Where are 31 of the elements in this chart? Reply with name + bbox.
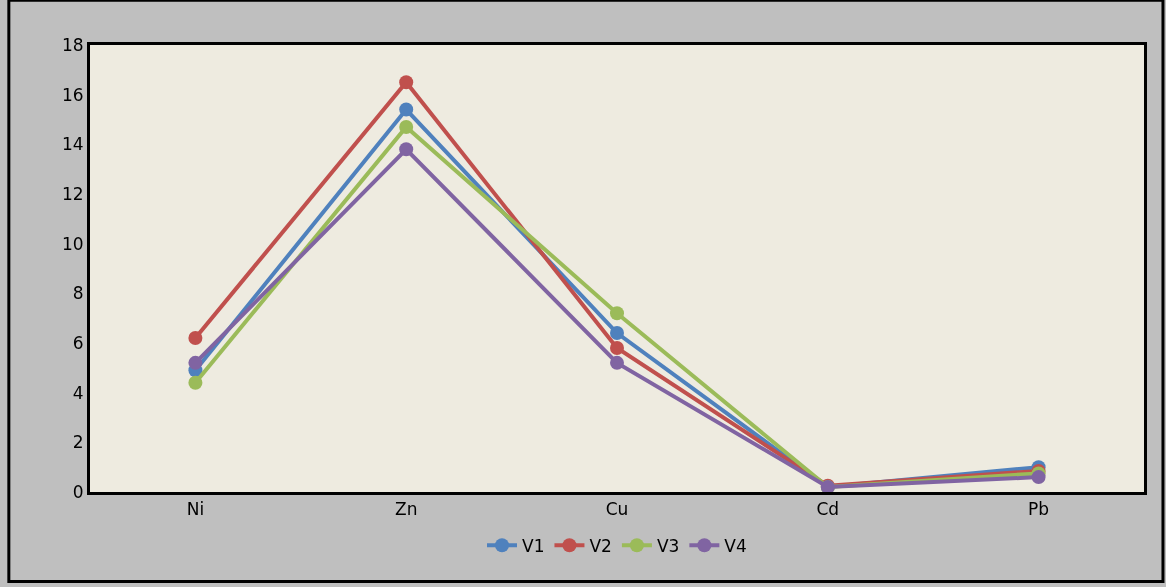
x-tick-label: Ni [186, 499, 205, 520]
point [1031, 470, 1046, 485]
y-tick-label: 16 [61, 84, 84, 105]
point [188, 375, 203, 390]
point [399, 102, 414, 117]
point [188, 355, 203, 370]
point [610, 355, 624, 370]
x-tick-label: Zn [394, 499, 418, 520]
y-tick-label: 4 [72, 382, 84, 403]
y-tick-label: 2 [72, 432, 84, 453]
point [610, 326, 624, 341]
legend-label: V3 [656, 535, 680, 556]
point [610, 306, 624, 321]
x-tick-label: Cd [816, 499, 840, 520]
y-tick-label: 6 [72, 332, 84, 353]
y-tick-label: 0 [72, 481, 84, 502]
point [188, 331, 203, 346]
legend-label: V2 [589, 535, 612, 556]
y-tick-label: 8 [72, 283, 84, 304]
x-tick-label: Pb [1028, 499, 1050, 520]
point [399, 75, 414, 90]
point [610, 340, 624, 355]
point [399, 142, 414, 157]
legend-label: V4 [724, 535, 747, 556]
y-tick-label: 18 [61, 34, 84, 55]
point [399, 119, 414, 134]
y-tick-label: 10 [61, 233, 84, 254]
legend-label: V1 [522, 535, 545, 556]
y-tick-label: 12 [61, 183, 84, 204]
y-tick-label: 14 [61, 134, 84, 155]
x-tick-label: Cu [605, 499, 629, 520]
